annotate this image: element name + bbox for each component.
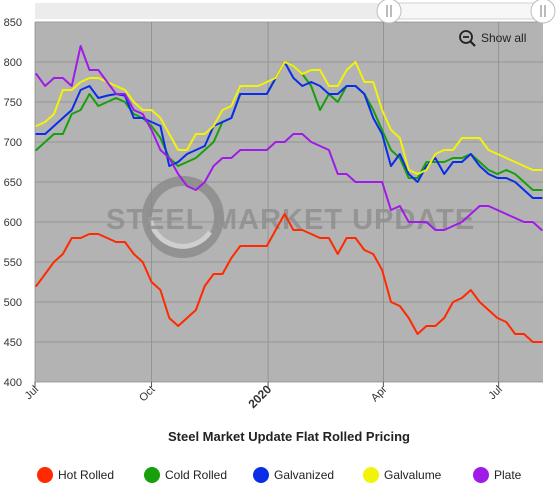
show-all-label[interactable]: Show all (481, 31, 526, 45)
y-tick-label: 700 (4, 137, 22, 149)
y-tick-label: 450 (4, 337, 22, 349)
legend-item-galvanized[interactable]: Galvanized (253, 467, 334, 483)
legend-label: Galvanized (274, 468, 334, 482)
chart-title: Steel Market Update Flat Rolled Pricing (168, 429, 410, 444)
legend-item-plate[interactable]: Plate (473, 467, 522, 483)
y-tick-label: 600 (4, 217, 22, 229)
legend: Hot Rolled Cold Rolled Galvanized Galvalume… (37, 467, 522, 483)
y-tick-label: 500 (4, 297, 22, 309)
navigator-handle-right[interactable] (530, 0, 556, 24)
x-tick-label: Jul (486, 384, 504, 402)
legend-marker (37, 467, 53, 483)
watermark-text: STEEL MARKET UPDATE (106, 204, 475, 236)
watermark: STEEL MARKET UPDATE (106, 176, 475, 258)
legend-marker (363, 467, 379, 483)
zoom-out-icon (459, 30, 476, 47)
legend-marker (253, 467, 269, 483)
navigator-selection[interactable] (388, 2, 544, 20)
x-axis: Jul Oct 2020 Apr Jul (23, 382, 505, 411)
x-tick-label: Apr (369, 383, 390, 404)
legend-label: Cold Rolled (165, 468, 227, 482)
x-tick-label: Oct (137, 384, 158, 405)
show-all-button[interactable]: Show all (459, 30, 526, 47)
series-layer (35, 45, 543, 343)
y-tick-label: 850 (4, 17, 22, 29)
x-tick-label: 2020 (245, 382, 274, 411)
legend-item-cold-rolled[interactable]: Cold Rolled (144, 467, 227, 483)
series-line-plate[interactable] (35, 45, 543, 231)
y-tick-label: 400 (4, 377, 22, 389)
x-tick-label: Jul (23, 384, 41, 402)
legend-marker (473, 467, 489, 483)
series-line-hot-rolled[interactable] (35, 213, 543, 343)
legend-label: Hot Rolled (58, 468, 114, 482)
y-tick-label: 800 (4, 57, 22, 69)
navigator-handle-left[interactable] (376, 0, 402, 24)
y-tick-label: 650 (4, 177, 22, 189)
navigator-scrollbar[interactable] (35, 0, 556, 24)
legend-label: Galvalume (384, 468, 442, 482)
plot-background (35, 22, 543, 382)
series-line-galvalume[interactable] (35, 61, 543, 175)
y-tick-label: 750 (4, 97, 22, 109)
legend-item-galvalume[interactable]: Galvalume (363, 467, 442, 483)
legend-marker (144, 467, 160, 483)
legend-item-hot-rolled[interactable]: Hot Rolled (37, 467, 114, 483)
y-tick-label: 550 (4, 257, 22, 269)
legend-label: Plate (494, 468, 522, 482)
y-axis: 400 450 500 550 600 650 700 750 800 850 (4, 17, 22, 389)
